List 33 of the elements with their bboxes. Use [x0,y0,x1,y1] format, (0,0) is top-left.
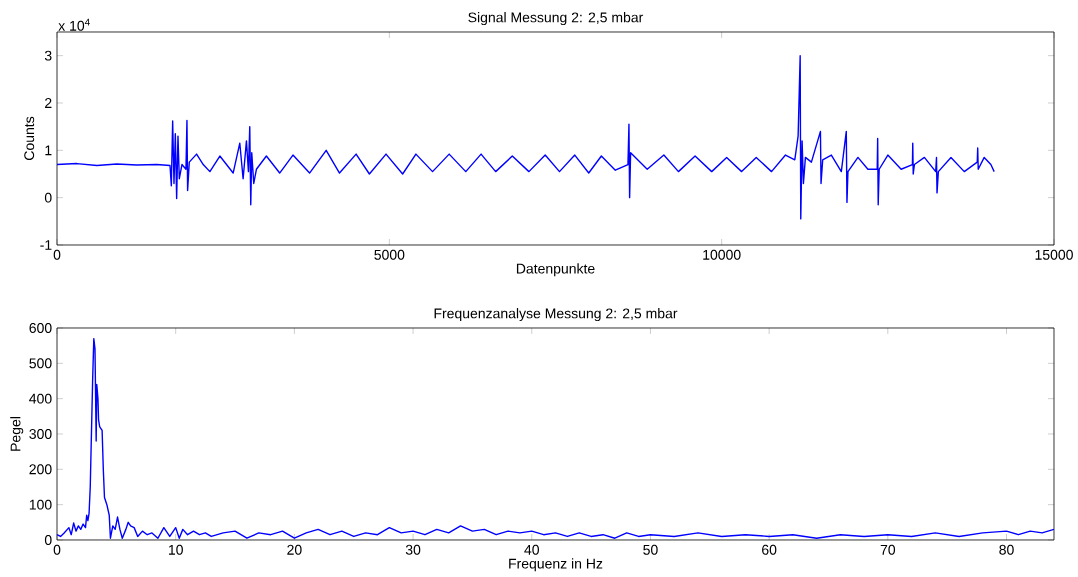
x-tick-label: 15000 [1035,249,1073,260]
x-tick-label: 10 [168,544,183,555]
y-tick-label: 0 [44,535,52,545]
x-tick-label: 20 [287,544,302,555]
x-tick-label: 0 [53,249,61,260]
y-axis-title: Pegel [10,417,24,451]
x-axis-title: Datenpunkte [516,263,595,277]
x-tick-label: 60 [762,544,777,555]
chart-title: Frequenzanalyse Messung 2: 2,5 mbar [434,308,678,322]
x-tick-label: 10000 [703,249,741,260]
y-tick-label: 500 [29,358,52,369]
y-tick-label: 0 [44,192,52,203]
y-tick-label: 600 [29,323,52,333]
x-axis-title: Frequenz in Hz [509,558,603,572]
y-tick-label: 3 [44,50,52,61]
x-tick-label: 70 [880,544,896,555]
y-tick-label: 400 [29,393,52,404]
x-tick-label: 0 [53,544,61,555]
chart-title: Signal Messung 2: 2,5 mbar [468,12,644,26]
y-tick-label: 2 [45,98,52,108]
x-tick-label: 30 [405,544,421,555]
text: x 10$^{4}$ [58,18,90,31]
y-tick-label: 200 [29,464,52,475]
x-tick-label: 40 [524,544,540,555]
y-tick-label: -1 [40,240,52,250]
y-tick-label: 1 [45,145,52,156]
x-tick-label: 80 [999,544,1014,555]
y-tick-label: 100 [29,499,52,510]
y-axis-title: Counts [24,116,35,160]
y-tick-label: 300 [29,429,52,439]
line-series [57,337,1054,539]
x-tick-label: 50 [643,544,658,555]
x-tick-label: 5000 [374,249,405,260]
